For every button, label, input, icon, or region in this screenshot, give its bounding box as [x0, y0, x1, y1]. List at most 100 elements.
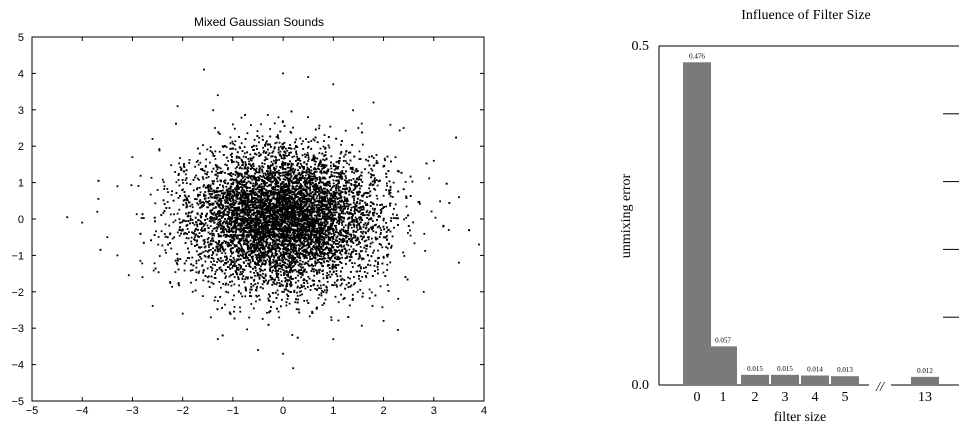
scatter-point: [219, 167, 222, 170]
scatter-point: [253, 187, 255, 190]
scatter-point: [300, 179, 302, 181]
scatter-point: [339, 177, 341, 179]
scatter-point: [359, 246, 362, 248]
scatter-point: [192, 189, 195, 192]
scatter-point: [202, 225, 205, 228]
scatter-point: [260, 265, 262, 268]
scatter-point: [242, 203, 245, 206]
scatter-point: [298, 249, 300, 252]
scatter-point: [252, 217, 254, 220]
scatter-point: [290, 163, 293, 166]
scatter-points: [66, 68, 480, 370]
scatter-point: [225, 229, 228, 231]
scatter-point: [318, 187, 320, 189]
scatter-point: [267, 224, 269, 227]
scatter-point: [315, 215, 318, 217]
scatter-point: [302, 254, 304, 257]
scatter-point: [314, 254, 317, 257]
scatter-point: [337, 183, 339, 185]
scatter-point: [326, 272, 329, 274]
scatter-point: [211, 267, 214, 270]
scatter-point: [283, 226, 285, 229]
scatter-point: [290, 269, 293, 272]
scatter-point: [318, 247, 321, 250]
scatter-point: [241, 175, 243, 178]
scatter-point: [223, 228, 225, 231]
scatter-point: [355, 243, 358, 246]
scatter-point: [375, 154, 378, 156]
scatter-point: [322, 260, 325, 263]
scatter-point: [260, 183, 263, 185]
scatter-point: [207, 244, 210, 246]
scatter-point: [273, 260, 276, 263]
scatter-point: [306, 166, 309, 169]
scatter-point: [361, 238, 363, 241]
scatter-point: [287, 174, 290, 177]
scatter-point: [369, 245, 372, 248]
scatter-point: [254, 191, 257, 194]
scatter-point: [287, 275, 290, 278]
scatter-point: [246, 181, 248, 184]
scatter-point: [170, 164, 173, 167]
scatter-point: [175, 181, 178, 184]
scatter-point: [383, 157, 386, 160]
scatter-point: [265, 191, 268, 194]
scatter-point: [340, 196, 342, 199]
scatter-point: [299, 163, 302, 165]
scatter-point: [270, 215, 272, 217]
scatter-point: [221, 192, 224, 195]
scatter-point: [389, 204, 391, 207]
scatter-point: [288, 243, 291, 246]
scatter-point: [378, 236, 381, 238]
scatter-point: [326, 180, 329, 183]
scatter-point: [283, 174, 286, 177]
scatter-point: [210, 232, 213, 235]
scatter-point: [295, 244, 298, 247]
scatter-point: [230, 284, 233, 287]
scatter-point: [262, 182, 265, 185]
scatter-point: [368, 218, 370, 221]
scatter-point: [356, 185, 358, 188]
scatter-point: [300, 267, 303, 269]
scatter-point: [197, 272, 200, 274]
scatter-point: [297, 298, 299, 301]
scatter-point: [269, 143, 271, 146]
scatter-point: [335, 191, 337, 194]
scatter-point: [207, 231, 210, 234]
scatter-point: [347, 212, 349, 215]
scatter-point: [267, 299, 270, 302]
scatter-point: [213, 155, 216, 157]
scatter-point: [264, 220, 267, 223]
scatter-point: [316, 186, 318, 188]
scatter-point: [289, 248, 292, 251]
scatter-point: [234, 188, 237, 191]
scatter-point: [382, 257, 385, 259]
scatter-point: [324, 232, 327, 234]
scatter-point: [221, 252, 224, 254]
scatter-point: [195, 266, 198, 269]
scatter-point: [194, 165, 197, 168]
scatter-point: [352, 201, 355, 204]
scatter-point: [352, 213, 354, 216]
scatter-point: [297, 169, 299, 172]
scatter-point: [256, 258, 258, 261]
scatter-point: [286, 263, 289, 266]
scatter-point: [330, 167, 333, 170]
scatter-point: [379, 227, 382, 229]
scatter-point: [315, 249, 318, 252]
scatter-point: [280, 220, 283, 223]
scatter-point: [332, 217, 335, 220]
scatter-point: [219, 183, 221, 186]
scatter-point: [379, 215, 381, 218]
scatter-point: [290, 233, 293, 236]
scatter-point: [233, 310, 235, 313]
scatter-point: [287, 207, 290, 210]
scatter-point: [286, 271, 288, 274]
scatter-point: [241, 268, 244, 271]
scatter-point: [276, 185, 278, 188]
scatter-point: [313, 246, 316, 248]
scatter-point: [365, 275, 367, 277]
scatter-point: [241, 196, 244, 198]
scatter-point: [321, 215, 324, 217]
